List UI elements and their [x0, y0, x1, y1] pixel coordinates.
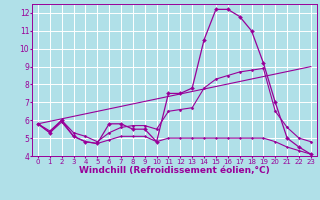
- X-axis label: Windchill (Refroidissement éolien,°C): Windchill (Refroidissement éolien,°C): [79, 166, 270, 175]
